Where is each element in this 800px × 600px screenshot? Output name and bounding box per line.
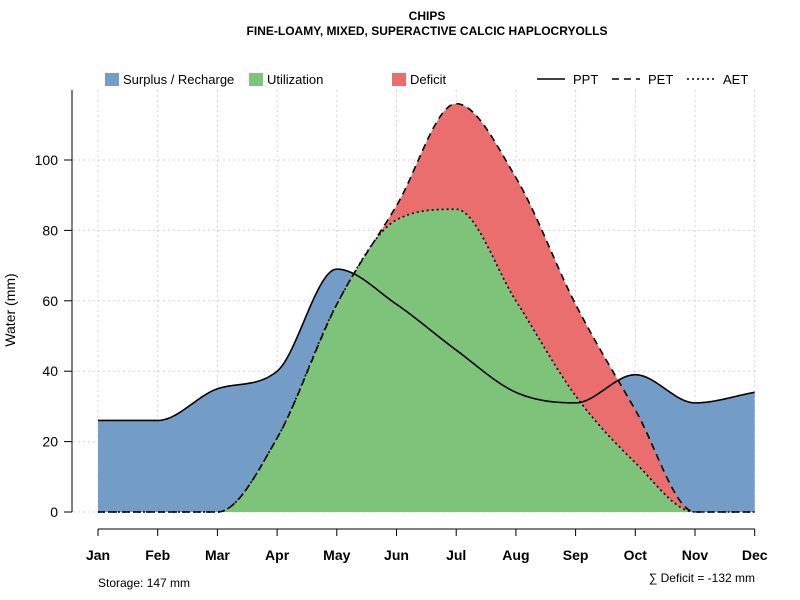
x-tick-label-may: May (323, 547, 350, 563)
legend: Surplus / Recharge Utilization Deficit PPT P… (105, 72, 748, 87)
area-utilization (98, 209, 755, 512)
x-tick-label-sep: Sep (563, 547, 589, 563)
series-line-pet (98, 102, 755, 513)
area-layer (98, 103, 755, 513)
y-tick-label: 40 (42, 363, 58, 379)
storage-annotation: Storage: 147 mm (98, 576, 190, 590)
legend-label-deficit: Deficit (410, 72, 447, 87)
x-tick-label-apr: Apr (265, 547, 290, 563)
x-tick-label-jul: Jul (446, 547, 466, 563)
legend-swatch-utilization (249, 73, 263, 86)
x-tick-label-mar: Mar (205, 547, 230, 563)
x-tick-label-dec: Dec (742, 547, 768, 563)
area-deficit (98, 103, 755, 513)
y-tick-label: 20 (42, 434, 58, 450)
legend-label-ppt: PPT (573, 72, 598, 87)
legend-label-utilization: Utilization (267, 72, 323, 87)
line-layer (98, 102, 755, 513)
x-tick-label-oct: Oct (624, 547, 648, 563)
x-tick-label-jan: Jan (86, 547, 110, 563)
x-tick-label-aug: Aug (502, 547, 529, 563)
x-tick-label-feb: Feb (145, 547, 170, 563)
y-axis-label: Water (mm) (2, 273, 18, 346)
y-tick-label: 0 (50, 504, 58, 520)
y-tick-label: 100 (35, 152, 59, 168)
series-line-ppt (98, 268, 755, 422)
chart-title: CHIPS (409, 9, 446, 23)
x-tick-label-nov: Nov (682, 547, 709, 563)
chart-subtitle: FINE-LOAMY, MIXED, SUPERACTIVE CALCIC HA… (247, 24, 608, 38)
legend-label-surplus-recharge: Surplus / Recharge (123, 72, 234, 87)
legend-label-pet: PET (648, 72, 673, 87)
axes: 0 20 40 60 80 100 Jan Feb Mar Apr May Jun Jul Aug Sep O… (35, 90, 768, 563)
y-tick-label: 60 (42, 293, 58, 309)
legend-swatch-surplus-recharge (105, 73, 119, 86)
y-tick-label: 80 (42, 222, 58, 238)
legend-swatch-deficit (392, 73, 406, 86)
deficit-annotation: ∑ Deficit = -132 mm (649, 571, 755, 585)
legend-label-aet: AET (723, 72, 748, 87)
x-tick-label-jun: Jun (384, 547, 409, 563)
